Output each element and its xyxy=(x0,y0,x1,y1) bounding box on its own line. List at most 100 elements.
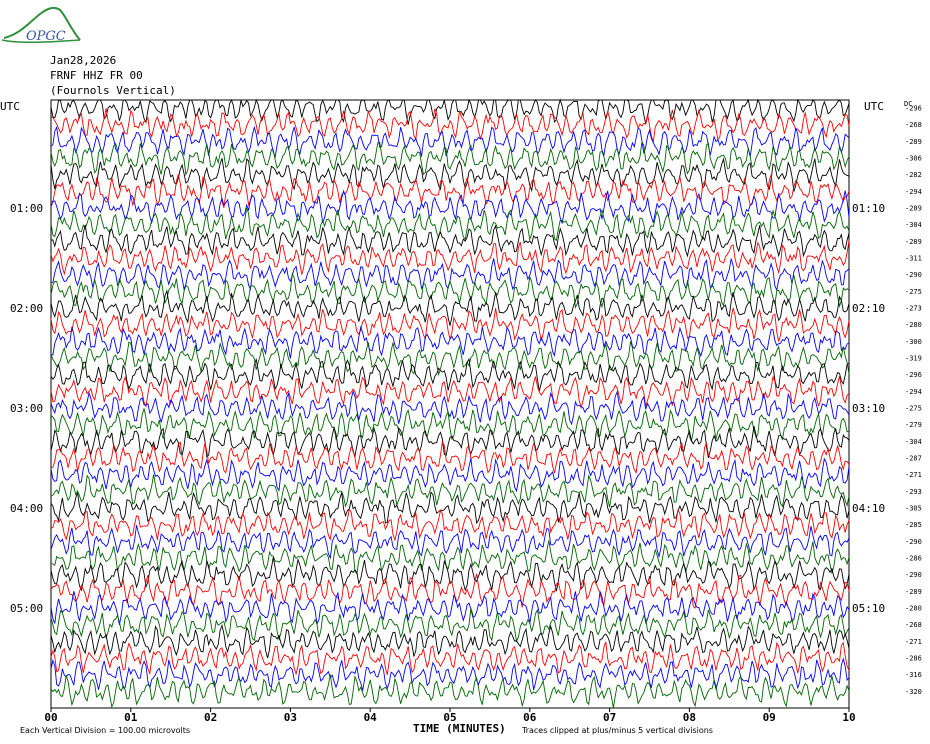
x-axis-title: TIME (MINUTES) xyxy=(413,722,506,735)
trace-line-9 xyxy=(50,240,850,276)
x-axis-ticks: 00 01 02 03 04 05 06 07 08 09 10 xyxy=(44,708,856,724)
dc-offset-label: -289 xyxy=(905,588,922,596)
left-utc-label: UTC xyxy=(0,100,20,113)
dc-header: DC xyxy=(904,100,912,108)
trace-line-2 xyxy=(50,125,850,159)
x-tick-label: 03 xyxy=(284,711,297,724)
trace-line-19 xyxy=(50,408,850,443)
trace-line-1 xyxy=(50,108,850,143)
dc-offset-label: -304 xyxy=(905,221,922,229)
logo-mountain-icon xyxy=(3,6,81,41)
x-tick-label: 01 xyxy=(124,711,138,724)
trace-line-12 xyxy=(50,289,850,326)
dc-offset-label: -273 xyxy=(905,305,922,313)
dc-offset-label: -300 xyxy=(905,338,922,346)
left-hour-label: 02:00 xyxy=(10,302,43,315)
trace-line-15 xyxy=(50,341,850,377)
trace-line-27 xyxy=(50,540,850,575)
trace-line-34 xyxy=(50,657,850,691)
dc-offset-label: -306 xyxy=(905,155,922,163)
trace-line-0 xyxy=(50,98,850,125)
dc-offset-label: -282 xyxy=(905,171,922,179)
footer-clip-note: Traces clipped at plus/minus 5 vertical … xyxy=(521,726,713,735)
trace-line-8 xyxy=(51,224,850,258)
header-date: Jan28,2026 xyxy=(50,54,117,67)
trace-line-24 xyxy=(50,491,850,525)
dc-offset-labels: -296 -268 -289 -306 -282 -294 -289 -304 -289 -311… xyxy=(905,105,922,696)
dc-offset-label: -286 xyxy=(905,555,922,563)
trace-line-4 xyxy=(50,157,850,193)
header-location: (Fournols Vertical) xyxy=(50,84,176,97)
dc-offset-label: -311 xyxy=(905,255,922,263)
x-tick-label: 08 xyxy=(683,711,696,724)
seismic-traces xyxy=(50,98,850,708)
trace-line-32 xyxy=(50,623,850,659)
x-tick-label: 10 xyxy=(842,711,855,724)
x-tick-label: 05 xyxy=(443,711,456,724)
dc-offset-label: -293 xyxy=(905,488,922,496)
x-tick-label: 06 xyxy=(523,711,537,724)
trace-line-17 xyxy=(50,375,850,410)
right-hour-labels: 01:10 02:10 03:10 04:10 05:10 xyxy=(852,202,885,615)
dc-offset-label: -305 xyxy=(905,505,922,513)
dc-offset-label: -285 xyxy=(905,521,922,529)
dc-offset-label: -271 xyxy=(905,471,922,479)
dc-offset-label: -268 xyxy=(905,121,922,129)
left-hour-label: 03:00 xyxy=(10,402,43,415)
trace-line-11 xyxy=(50,272,850,309)
trace-line-25 xyxy=(50,507,850,542)
trace-line-5 xyxy=(50,174,850,208)
dc-offset-label: -279 xyxy=(905,421,922,429)
dc-offset-label: -320 xyxy=(905,688,922,696)
dc-offset-label: -294 xyxy=(905,388,922,396)
dc-offset-label: -296 xyxy=(905,105,922,113)
dc-offset-label: -275 xyxy=(905,288,922,296)
opgc-logo: OPGC xyxy=(1,6,81,44)
right-hour-label: 03:10 xyxy=(852,402,885,415)
trace-line-23 xyxy=(50,474,850,508)
right-hour-label: 02:10 xyxy=(852,302,885,315)
trace-line-20 xyxy=(50,426,850,459)
dc-offset-label: -271 xyxy=(905,638,922,646)
trace-line-26 xyxy=(50,525,850,560)
dc-offset-label: -286 xyxy=(905,655,922,663)
left-hour-label: 04:00 xyxy=(10,502,43,515)
x-tick-label: 02 xyxy=(204,711,217,724)
left-hour-labels: 01:00 02:00 03:00 04:00 05:00 xyxy=(10,202,43,615)
trace-line-35 xyxy=(50,674,850,708)
trace-line-3 xyxy=(50,140,850,177)
right-hour-label: 01:10 xyxy=(852,202,885,215)
dc-offset-label: -304 xyxy=(905,438,922,446)
trace-line-22 xyxy=(50,457,850,493)
dc-offset-label: -280 xyxy=(905,605,922,613)
dc-offset-label: -290 xyxy=(905,538,922,546)
dc-offset-label: -289 xyxy=(905,238,922,246)
right-hour-label: 05:10 xyxy=(852,602,885,615)
right-utc-label: UTC xyxy=(864,100,884,113)
left-hour-label: 05:00 xyxy=(10,602,43,615)
dc-offset-label: -290 xyxy=(905,271,922,279)
trace-line-28 xyxy=(50,557,850,592)
x-tick-label: 09 xyxy=(763,711,776,724)
dc-offset-label: -319 xyxy=(905,355,922,363)
trace-line-14 xyxy=(50,325,850,359)
dc-offset-label: -296 xyxy=(905,371,922,379)
logo-text: OPGC xyxy=(26,29,66,44)
footer-scale-note: Each Vertical Division = 100.00 microvol… xyxy=(20,726,190,735)
dc-offset-label: -289 xyxy=(905,138,922,146)
dc-offset-label: -287 xyxy=(905,455,922,463)
trace-line-21 xyxy=(50,440,850,474)
dc-offset-label: -290 xyxy=(905,571,922,579)
dc-offset-label: -289 xyxy=(905,205,922,213)
trace-line-31 xyxy=(50,608,850,643)
trace-line-33 xyxy=(50,641,850,676)
dc-offset-label: -268 xyxy=(905,621,922,629)
dc-offset-label: -316 xyxy=(905,671,922,679)
trace-line-29 xyxy=(50,573,850,609)
trace-line-7 xyxy=(50,207,850,242)
header-station: FRNF HHZ FR 00 xyxy=(50,69,143,82)
dc-offset-label: -294 xyxy=(905,188,922,196)
left-hour-label: 01:00 xyxy=(10,202,43,215)
trace-line-6 xyxy=(50,189,850,225)
